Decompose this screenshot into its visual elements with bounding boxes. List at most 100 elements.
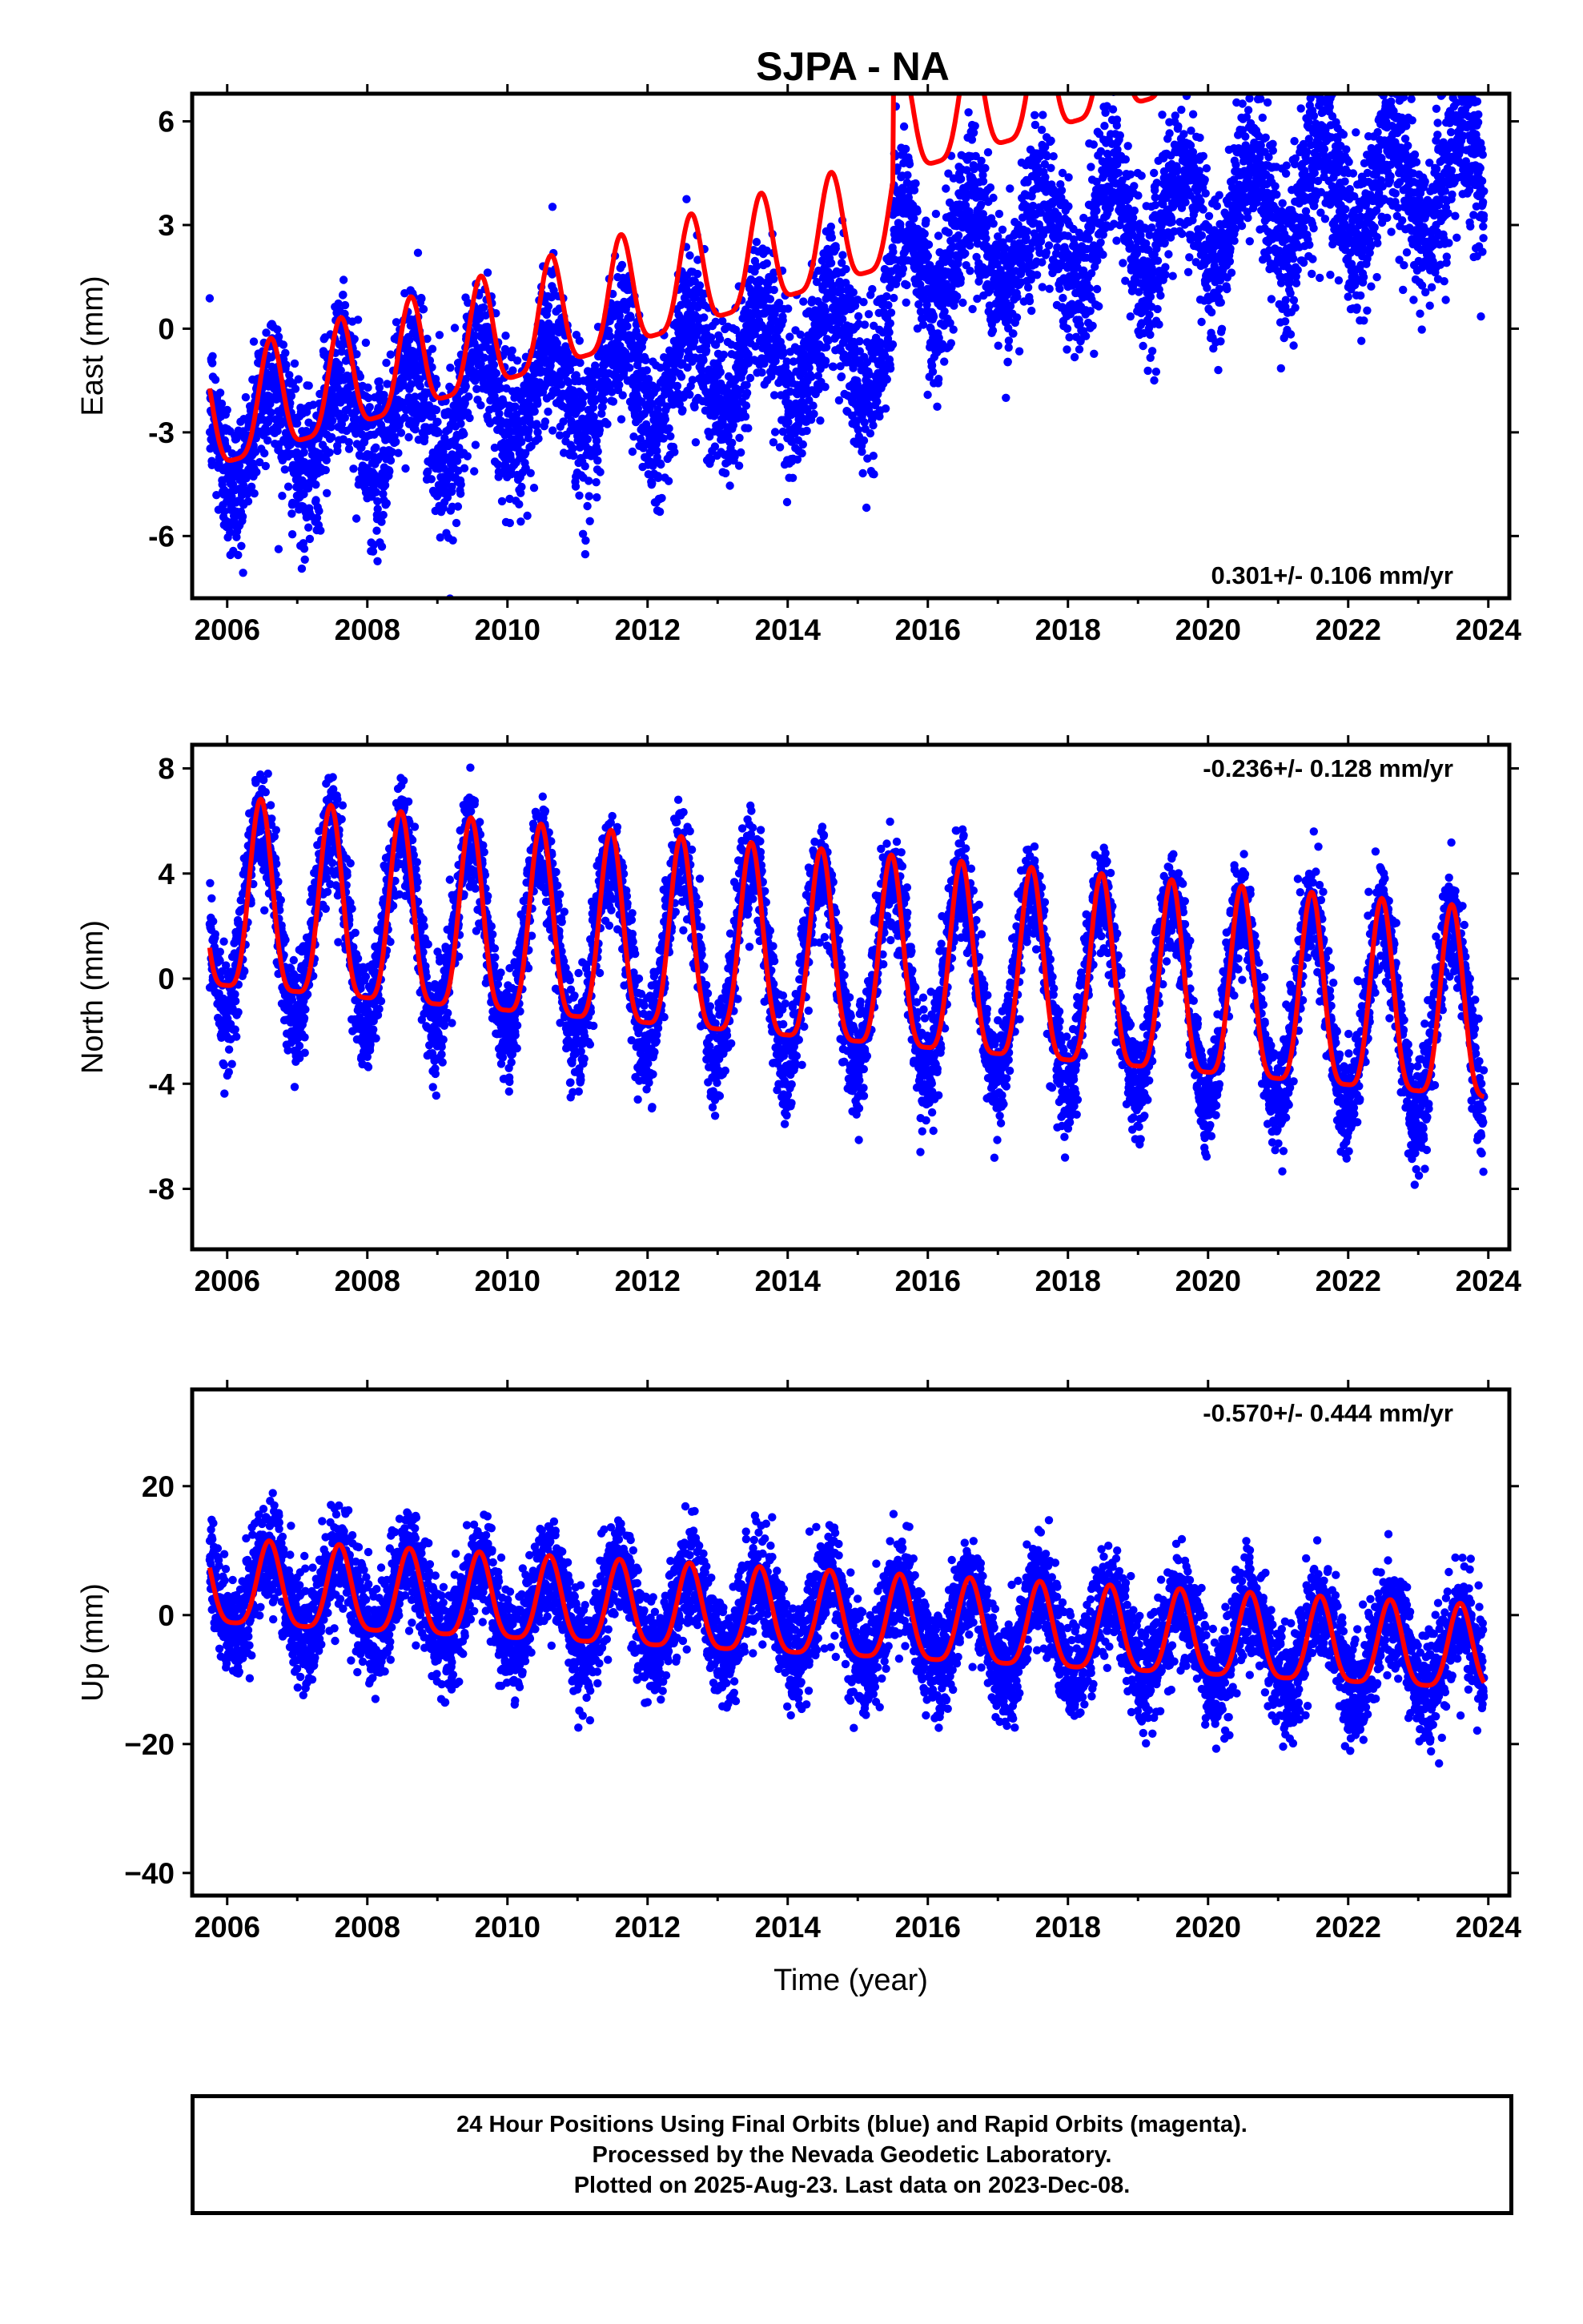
data-point <box>1100 122 1109 131</box>
data-point <box>380 391 388 400</box>
data-point <box>433 417 442 426</box>
data-point <box>524 434 533 443</box>
data-point <box>961 249 970 258</box>
data-point <box>205 294 215 303</box>
data-point <box>946 339 956 348</box>
data-point <box>682 195 691 203</box>
data-point <box>592 436 601 445</box>
data-point <box>347 382 356 391</box>
data-point <box>838 251 847 259</box>
data-point <box>911 179 920 188</box>
data-point <box>344 444 354 453</box>
data-point <box>1092 284 1102 294</box>
data-point <box>1123 142 1132 151</box>
data-point <box>821 383 830 392</box>
data-point <box>949 325 958 334</box>
data-point <box>220 507 229 516</box>
data-point <box>860 320 870 329</box>
data-point <box>419 304 428 314</box>
data-point <box>898 264 908 273</box>
data-point <box>252 468 261 476</box>
data-point <box>678 405 687 415</box>
data-point <box>1044 241 1054 250</box>
panels-group: 2006 2008 2010 2012 2014 2016 2018 2020 2022 2024… <box>76 84 1521 1997</box>
data-point <box>305 534 315 544</box>
data-point <box>986 183 995 192</box>
data-point <box>1145 310 1154 320</box>
data-point <box>1155 320 1163 329</box>
data-point <box>508 346 516 355</box>
data-point <box>495 409 504 418</box>
data-point <box>923 251 933 260</box>
data-point <box>352 514 361 523</box>
data-point <box>515 500 524 509</box>
data-point <box>364 383 372 392</box>
data-point <box>237 541 246 550</box>
data-point <box>1161 263 1170 271</box>
data-point <box>956 274 966 283</box>
data-point <box>855 337 864 346</box>
data-point <box>657 493 666 503</box>
data-point <box>479 303 488 312</box>
data-point <box>336 366 345 375</box>
data-point <box>1063 345 1071 354</box>
data-point <box>785 332 794 341</box>
data-point <box>798 448 806 458</box>
data-point <box>392 318 401 327</box>
data-point <box>1092 206 1101 215</box>
data-point <box>625 364 634 372</box>
data-point <box>988 326 998 335</box>
data-point <box>417 294 426 304</box>
data-point <box>896 219 905 229</box>
data-point <box>741 412 750 421</box>
data-point <box>1006 184 1014 193</box>
data-point <box>859 436 869 445</box>
data-point <box>884 300 893 310</box>
data-point <box>1096 238 1105 247</box>
data-point <box>699 356 708 365</box>
data-point <box>263 436 272 445</box>
data-point <box>372 526 381 535</box>
data-point <box>492 369 500 378</box>
data-point <box>657 460 665 469</box>
data-point <box>1108 105 1118 114</box>
data-point <box>283 482 293 491</box>
data-point <box>1090 349 1099 358</box>
data-point <box>316 526 325 535</box>
data-point <box>1059 293 1067 303</box>
data-point <box>517 482 526 492</box>
data-point <box>1099 250 1107 259</box>
data-point <box>944 228 953 237</box>
data-point <box>920 229 929 239</box>
data-point <box>989 193 998 203</box>
data-point <box>1070 352 1079 362</box>
data-point <box>977 200 986 209</box>
data-point <box>827 233 837 242</box>
data-point <box>873 397 882 406</box>
data-point <box>234 550 243 560</box>
data-point <box>628 447 637 456</box>
data-point <box>471 440 480 449</box>
data-point <box>715 335 725 344</box>
data-point <box>886 319 895 328</box>
data-point <box>328 416 337 425</box>
data-point <box>294 375 303 384</box>
data-point <box>456 419 465 428</box>
data-point <box>413 248 423 257</box>
data-point <box>782 497 792 507</box>
data-point <box>483 268 492 277</box>
data-point <box>970 122 979 131</box>
data-point <box>1130 206 1139 215</box>
data-point <box>1126 170 1135 179</box>
data-point <box>994 341 1002 350</box>
data-point <box>802 426 811 436</box>
data-point <box>260 448 269 458</box>
data-point <box>596 468 605 476</box>
data-point <box>361 338 371 348</box>
data-point <box>700 313 709 322</box>
data-point <box>448 536 457 545</box>
data-point <box>453 502 463 511</box>
data-point <box>664 476 673 485</box>
data-point <box>460 464 469 472</box>
data-point <box>1004 336 1014 345</box>
